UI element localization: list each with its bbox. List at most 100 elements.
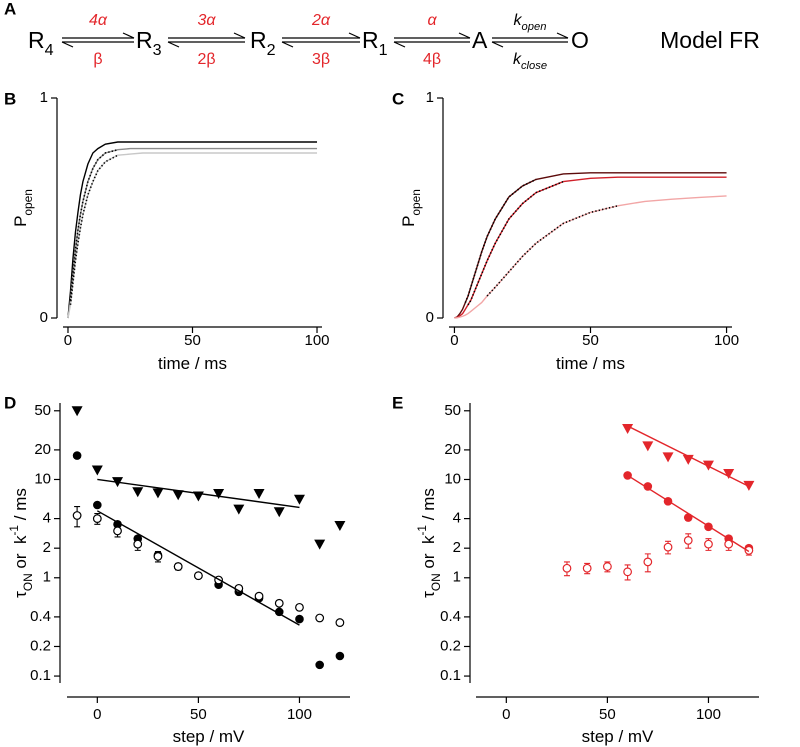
x-axis-label: step / mV [173, 727, 245, 746]
y-tick-label: 0.1 [30, 667, 51, 684]
arrow-head [348, 32, 361, 39]
marker [643, 482, 653, 491]
text-part: ON [21, 573, 35, 591]
x-axis-label: time / ms [158, 354, 227, 373]
text-part: / ms [419, 488, 438, 525]
panel-label: E [392, 393, 403, 412]
marker [172, 490, 184, 501]
marker [724, 539, 734, 549]
marker [253, 489, 265, 500]
x-tick-label: 0 [93, 706, 101, 723]
x-tick-label: 100 [714, 332, 739, 349]
x-tick-label: 0 [450, 332, 458, 349]
rate-forward: kopen [514, 12, 547, 33]
x-axis-label: time / ms [556, 354, 625, 373]
marker [113, 526, 122, 536]
text-part: 4α [89, 12, 108, 29]
marker [132, 487, 144, 498]
text-part: -1 [415, 525, 429, 536]
y-axis-label: Popen [399, 189, 423, 227]
arrow-head [393, 41, 406, 48]
marker [602, 562, 612, 571]
text-part: 4β [423, 51, 441, 68]
marker [72, 511, 82, 520]
y-tick-label: 0 [426, 309, 434, 326]
marker [643, 557, 653, 567]
marker [295, 602, 304, 612]
marker [335, 651, 345, 661]
text-part: or k [419, 535, 438, 573]
state: R1 [362, 27, 388, 59]
arrow-head [458, 32, 471, 39]
text-part: time / ms [158, 354, 227, 373]
fit-line [627, 425, 750, 488]
data-line [454, 172, 727, 319]
marker [293, 494, 305, 505]
marker [93, 500, 102, 510]
text-part: ON [429, 573, 443, 591]
marker [334, 521, 346, 532]
y-tick-label: 1 [453, 569, 461, 586]
rate-forward: α [427, 12, 437, 29]
data-line [67, 141, 318, 319]
text-part: close [521, 60, 547, 72]
marker [662, 452, 674, 463]
marker [582, 563, 592, 573]
marker [193, 571, 203, 581]
y-tick-label: 1 [43, 569, 51, 586]
marker [274, 598, 284, 608]
y-tick-label: 0.2 [440, 637, 461, 654]
y-tick-label: 50 [444, 402, 461, 419]
text-part: time / ms [556, 354, 625, 373]
arrow-head [491, 41, 504, 48]
marker [153, 551, 163, 561]
y-tick-label: 0.4 [30, 608, 51, 625]
arrow-head [167, 41, 180, 48]
rate-forward: 2α [311, 12, 331, 29]
state-name: R [28, 27, 45, 53]
state-sub: 4 [45, 41, 54, 59]
text-part: τ [11, 591, 30, 598]
arrow-head [281, 41, 294, 48]
state-name: O [571, 27, 589, 53]
text-part: 2α [311, 12, 331, 29]
y-tick-label: 20 [34, 441, 51, 458]
fit-line [467, 180, 564, 306]
rate-backward: kclose [513, 51, 547, 72]
model-name: Model FR [660, 27, 760, 53]
state-sub: 2 [267, 41, 276, 59]
marker [71, 406, 83, 417]
marker [723, 469, 735, 480]
text-part: τ [419, 591, 438, 598]
fit-line [464, 178, 537, 303]
state-sub: 1 [379, 41, 388, 59]
arrow-head [61, 41, 74, 48]
x-tick-label: 0 [64, 332, 72, 349]
text-part: step / mV [582, 727, 654, 746]
text-part: β [93, 51, 102, 68]
marker [133, 539, 143, 549]
x-tick-label: 50 [599, 706, 616, 723]
y-tick-label: 2 [43, 539, 51, 556]
y-tick-label: 0 [40, 309, 48, 326]
panel-label: B [4, 89, 16, 108]
x-axis-label: step / mV [582, 727, 654, 746]
state-sub: 3 [153, 41, 162, 59]
arrow-head [122, 32, 135, 39]
marker [642, 441, 654, 452]
marker [72, 451, 82, 460]
arrow-head [556, 32, 569, 39]
fit-line [69, 148, 118, 301]
y-tick-label: 1 [40, 89, 48, 106]
x-tick-label: 100 [287, 706, 312, 723]
arrow-head [233, 32, 246, 39]
marker [213, 489, 225, 500]
marker [704, 539, 713, 549]
state-name: R [362, 27, 379, 53]
state: R2 [250, 27, 276, 59]
marker [233, 504, 245, 515]
y-tick-label: 1 [426, 89, 434, 106]
marker [274, 607, 284, 617]
text-part: α [427, 12, 437, 29]
